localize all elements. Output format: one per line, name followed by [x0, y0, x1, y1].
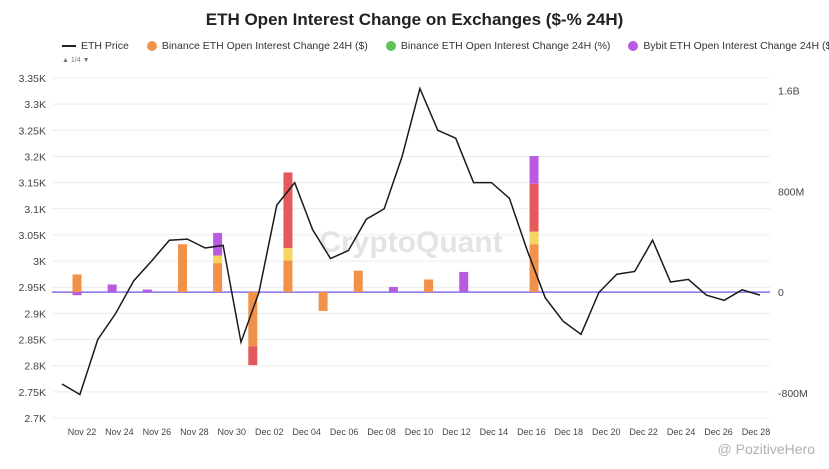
bar-segment — [107, 284, 117, 293]
y-left-tick-label: 3.1K — [24, 204, 46, 216]
legend-item-binance-usd[interactable]: Binance ETH Open Interest Change 24H ($) — [146, 40, 368, 52]
x-tick-label: Nov 22 — [68, 427, 97, 437]
x-tick-label: Dec 22 — [629, 427, 658, 437]
x-tick-label: Dec 28 — [742, 427, 771, 437]
y-left-tick-label: 2.75K — [19, 387, 46, 399]
bar-segment — [529, 156, 539, 184]
bar-segment — [72, 274, 82, 293]
bar-segment — [248, 346, 258, 366]
bar-segment — [248, 292, 258, 347]
x-tick-label: Dec 12 — [442, 427, 471, 437]
overlay-watermark: @ PozitiveHero — [718, 441, 815, 457]
y-left-tick-label: 3K — [33, 256, 46, 268]
bar-segment — [353, 270, 363, 293]
y-left-tick-label: 3.25K — [19, 125, 46, 137]
x-tick-label: Dec 24 — [667, 427, 696, 437]
legend-pager[interactable]: ▲ 1/4 ▼ — [62, 57, 90, 64]
x-tick-label: Nov 26 — [143, 427, 172, 437]
y-right-tick-label: 0 — [778, 287, 784, 299]
x-tick-label: Dec 04 — [292, 427, 321, 437]
x-tick-label: Dec 20 — [592, 427, 621, 437]
bar-segment — [213, 263, 223, 293]
y-left-tick-label: 3.05K — [19, 230, 46, 242]
legend-label: Binance ETH Open Interest Change 24H (%) — [400, 40, 611, 52]
y-left-tick-label: 2.95K — [19, 282, 46, 294]
legend-item-binance-pct[interactable]: Binance ETH Open Interest Change 24H (%) — [385, 40, 611, 52]
y-left-tick-label: 3.2K — [24, 151, 46, 163]
y-left-tick-label: 3.35K — [19, 73, 46, 85]
bar-segment — [142, 289, 152, 293]
pager-down-icon[interactable]: ▼ — [82, 57, 90, 64]
y-left-tick-label: 2.9K — [24, 308, 46, 320]
x-tick-label: Dec 10 — [405, 427, 434, 437]
chart-title: ETH Open Interest Change on Exchanges ($… — [205, 10, 624, 29]
legend-item-eth-price[interactable]: ETH Price — [62, 40, 129, 52]
bar-segment — [283, 260, 293, 293]
x-tick-label: Dec 06 — [330, 427, 359, 437]
bar-segment — [213, 232, 223, 256]
x-tick-label: Dec 08 — [367, 427, 396, 437]
overlay-watermark-text: @ PozitiveHero — [717, 441, 815, 457]
bar-segment — [318, 292, 328, 311]
x-tick-label: Dec 16 — [517, 427, 546, 437]
x-tick-label: Nov 30 — [218, 427, 247, 437]
bar-segment — [213, 255, 223, 264]
y-right-tick-label: 800M — [778, 186, 804, 198]
bar-segment — [283, 248, 293, 261]
legend-label: Binance ETH Open Interest Change 24H ($) — [161, 40, 368, 52]
y-right-tick-label: 1.6B — [778, 86, 800, 98]
legend-label: Bybit ETH Open Interest Change 24H ($) — [643, 40, 829, 52]
x-tick-label: Dec 14 — [480, 427, 509, 437]
y-left-tick-label: 2.8K — [24, 361, 46, 373]
pager-text: 1/4 — [70, 57, 81, 64]
x-tick-label: Nov 28 — [180, 427, 209, 437]
legend-label: ETH Price — [81, 40, 129, 52]
legend-item-bybit-usd[interactable]: Bybit ETH Open Interest Change 24H ($) — [628, 40, 829, 52]
pager-up-icon[interactable]: ▲ — [62, 57, 69, 64]
x-tick-label: Dec 02 — [255, 427, 284, 437]
bar-segment — [388, 287, 398, 293]
bar-segment — [72, 292, 82, 296]
chart-legend: ETH Price Binance ETH Open Interest Chan… — [62, 40, 829, 52]
legend-dot-marker — [146, 41, 157, 51]
x-tick-label: Dec 18 — [555, 427, 584, 437]
y-left-tick-label: 2.85K — [19, 335, 46, 347]
bar-segment — [459, 271, 469, 293]
x-tick-label: Nov 24 — [105, 427, 134, 437]
eth-price-line — [61, 86, 761, 396]
bar-segment — [177, 244, 187, 293]
y-left-tick-label: 3.15K — [19, 178, 46, 190]
y-right-tick-label: -800M — [778, 388, 808, 400]
legend-dot-marker — [628, 41, 639, 51]
cryptoquant-watermark: CryptoQuant — [319, 226, 502, 259]
legend-dot-marker — [385, 41, 396, 51]
bar-segment — [424, 279, 434, 293]
bar-segment — [283, 172, 293, 248]
bar-segment — [529, 183, 539, 232]
legend-line-marker — [62, 45, 76, 47]
y-left-tick-label: 2.7K — [24, 413, 46, 425]
y-left-tick-label: 3.3K — [24, 99, 46, 111]
x-tick-label: Dec 26 — [704, 427, 733, 437]
bar-segment — [529, 231, 539, 245]
